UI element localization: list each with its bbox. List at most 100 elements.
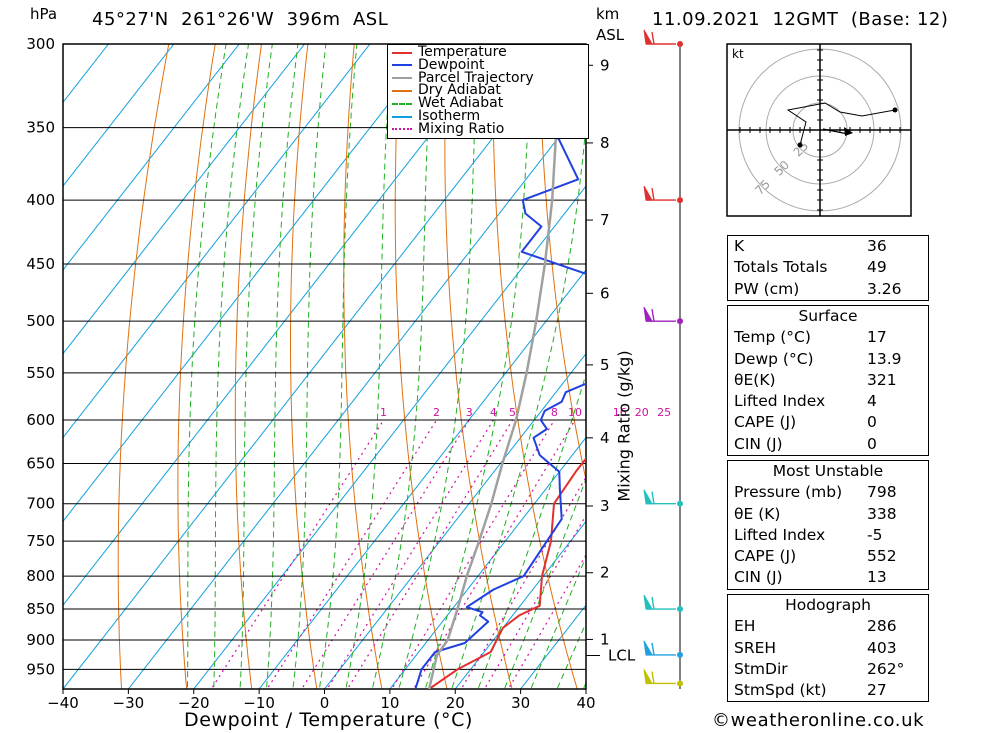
hodograph-unit: kt [732, 47, 744, 61]
isotherm-line [63, 44, 175, 187]
km-tick-label: 7 [600, 211, 610, 229]
index-label: CIN (J) [734, 434, 783, 453]
legend: Temperature Dewpoint Parcel Trajectory Dry … [387, 44, 589, 139]
index-label: θE (K) [734, 504, 781, 523]
index-label: Dewp (°C) [734, 349, 814, 368]
wind-level-dot [677, 500, 683, 507]
isotherm-line [63, 44, 567, 689]
wind-barb [643, 594, 676, 610]
legend-item: Temperature [392, 45, 507, 59]
index-value: 27 [867, 681, 887, 700]
index-label: CAPE (J) [734, 413, 797, 432]
index-value: 36 [867, 237, 887, 255]
legend-label: Isotherm [418, 108, 481, 124]
km-tick-label: 5 [600, 356, 610, 374]
dry-adiabat-line [177, 44, 216, 689]
index-row: Dewp (°C) 13.9 [728, 349, 928, 370]
index-value: 338 [867, 504, 897, 523]
index-row: K 36 [728, 236, 928, 257]
hodograph-trace [786, 102, 896, 146]
mixing-ratio-label: 5 [509, 406, 516, 419]
wet-adiabat-line [556, 621, 586, 689]
isotherm-line [454, 520, 586, 689]
dewpoint-trace [414, 110, 586, 689]
wet-adiabat-line [530, 555, 586, 689]
index-label: Temp (°C) [734, 328, 811, 347]
pressure-unit-label: hPa [30, 5, 58, 23]
pressure-tick-label: 800 [26, 567, 55, 585]
isotherm-line [63, 44, 502, 606]
legend-item: Dry Adiabat [392, 82, 501, 99]
index-row: Lifted Index -5 [728, 525, 928, 546]
pressure-tick-label: 350 [26, 119, 55, 137]
index-label: PW (cm) [734, 279, 800, 298]
index-value: 49 [867, 258, 887, 277]
index-label: StmDir [734, 659, 788, 678]
wind-barb [643, 640, 676, 656]
index-label: Pressure (mb) [734, 483, 843, 502]
temperature-tick-label: 10 [380, 694, 399, 712]
pressure-tick-label: 600 [26, 411, 55, 429]
dry-adiabat-line [290, 44, 318, 689]
mixing-ratio-label: 1 [380, 406, 387, 419]
station-location: 45°27'N 261°26'W 396m ASL [92, 9, 389, 30]
index-label: CIN (J) [734, 568, 783, 587]
pressure-tick-label: 850 [26, 600, 55, 618]
index-value: 321 [867, 370, 897, 389]
legend-swatch [392, 51, 412, 54]
index-label: EH [734, 617, 756, 636]
legend-label: Dry Adiabat [418, 82, 501, 99]
mixing-ratio-line [346, 419, 514, 689]
hodograph-end-dot [892, 107, 898, 113]
index-label: SREH [734, 638, 777, 657]
index-label: Totals Totals [734, 258, 828, 277]
index-value: 286 [867, 617, 897, 636]
isotherm-line [63, 44, 436, 523]
index-value: 0 [867, 434, 877, 453]
temperature-tick-label: −40 [47, 694, 79, 712]
wind-level-dot [677, 680, 683, 687]
x-axis-title: Dewpoint / Temperature (°C) [184, 709, 473, 731]
isotherm-line [63, 44, 240, 271]
km-tick-label: 8 [600, 134, 610, 152]
index-value: 4 [867, 392, 877, 411]
mixing-ratio-line [266, 419, 438, 689]
index-value: 552 [867, 547, 897, 566]
index-row: θE (K) 338 [728, 504, 928, 525]
index-row: EH 286 [728, 616, 928, 637]
index-value: 0 [867, 413, 877, 432]
surface-title: Surface [798, 307, 858, 325]
mixing-ratio-label: 8 [551, 406, 558, 419]
legend-item: Isotherm [392, 108, 481, 124]
km-tick-label: 4 [600, 429, 610, 447]
wet-adiabat-line [451, 119, 586, 689]
index-row: Totals Totals 49 [728, 257, 928, 278]
storm-motion-arrow [822, 128, 849, 135]
copyright-footer[interactable]: ©weatheronline.co.uk [712, 710, 925, 731]
most-unstable-title: Most Unstable [772, 462, 884, 480]
index-label: θE(K) [734, 370, 776, 389]
wind-barb [643, 306, 676, 322]
pressure-tick-label: 300 [26, 35, 55, 53]
parcel-trajectory-trace [427, 44, 568, 689]
legend-item: Parcel Trajectory [392, 69, 534, 86]
index-label: K [734, 237, 745, 255]
storm-motion-arrowhead [844, 127, 853, 136]
legend-swatch [392, 77, 412, 80]
index-row: SREH 403 [728, 638, 928, 659]
wind-level-dot [677, 651, 683, 658]
pressure-tick-label: 750 [26, 532, 55, 550]
mixing-ratio-label: 25 [657, 406, 671, 419]
indices-table-most-unstable: Most Unstable Pressure (mb) 798 θE (K) 338… [727, 460, 929, 590]
pressure-tick-label: 500 [26, 312, 55, 330]
index-row: CAPE (J) 0 [728, 412, 928, 433]
index-label: CAPE (J) [734, 547, 797, 566]
index-value: 403 [867, 638, 897, 657]
legend-swatch [392, 64, 412, 67]
mixing-ratio-label: 10 [568, 406, 582, 419]
index-row: CIN (J) 0 [728, 434, 928, 455]
legend-label: Parcel Trajectory [418, 69, 534, 86]
km-tick-label: 1 [600, 630, 610, 648]
index-row: CAPE (J) 552 [728, 546, 928, 567]
isotherm-line [193, 185, 586, 689]
